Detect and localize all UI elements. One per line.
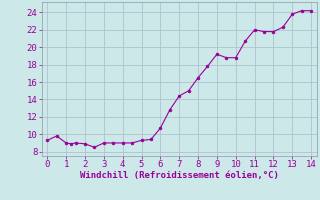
X-axis label: Windchill (Refroidissement éolien,°C): Windchill (Refroidissement éolien,°C) (80, 171, 279, 180)
